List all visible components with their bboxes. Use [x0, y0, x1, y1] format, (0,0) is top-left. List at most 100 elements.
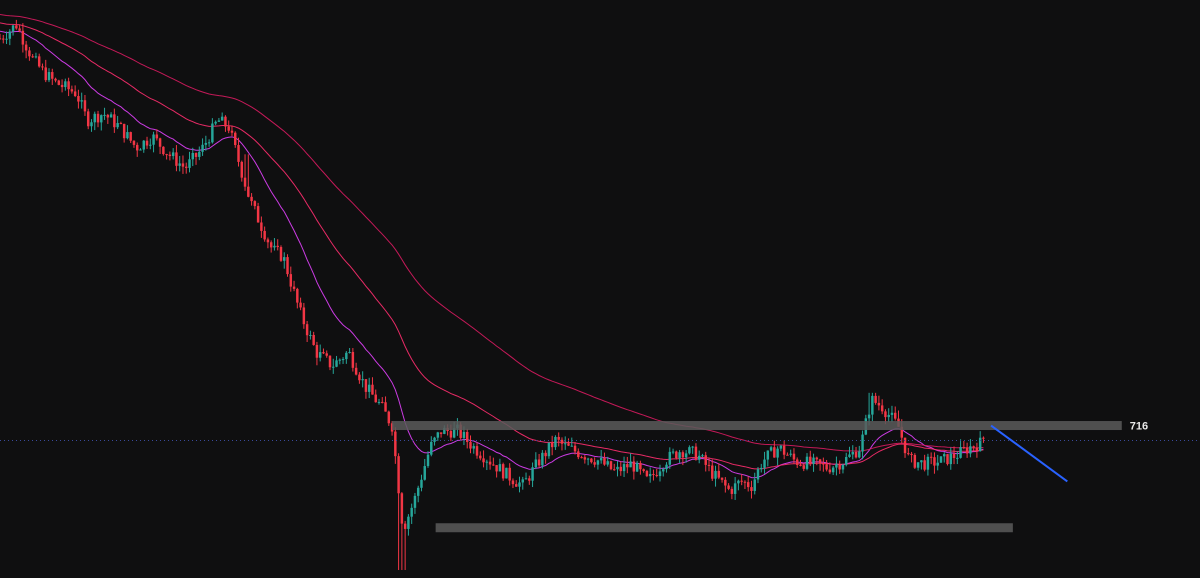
candle-body [31, 56, 34, 58]
candle-body [639, 463, 642, 470]
candle [269, 240, 273, 253]
candle [874, 392, 877, 405]
candle-body [848, 454, 851, 458]
candle [795, 457, 799, 468]
candle-body [273, 245, 276, 248]
price-zone[interactable] [392, 421, 1122, 431]
candle [521, 476, 524, 490]
candle [126, 125, 129, 140]
candle [198, 146, 201, 161]
candle-body [792, 453, 796, 460]
candle [691, 445, 694, 454]
candle-body [15, 25, 18, 29]
candle-body [67, 81, 70, 90]
candle-body [874, 395, 877, 403]
candle-body [743, 481, 747, 483]
candle-body [632, 461, 636, 472]
candle-body [691, 446, 694, 448]
candle-body [893, 412, 897, 419]
candle-body [57, 80, 61, 85]
candle [338, 358, 342, 365]
candle [403, 520, 407, 570]
candle-body [211, 123, 214, 143]
candle [315, 341, 319, 366]
candle-body [443, 427, 446, 434]
candle-body [18, 28, 21, 31]
candle-body [773, 447, 776, 458]
candle [400, 492, 404, 570]
candle [469, 435, 472, 454]
candle-body [635, 463, 639, 472]
trend-line[interactable] [990, 424, 1068, 483]
candle-body [665, 464, 668, 470]
candle [185, 162, 188, 174]
candle [501, 462, 505, 481]
candle [335, 355, 338, 368]
candle [789, 449, 792, 457]
candle [318, 344, 322, 362]
candle-body [198, 151, 201, 157]
candle-body [730, 488, 734, 494]
candle-body [586, 458, 590, 460]
candle-body [191, 152, 195, 160]
candle-body [789, 453, 792, 455]
candle [828, 462, 832, 475]
candle [44, 59, 47, 83]
candle [325, 350, 328, 358]
candle [753, 472, 756, 495]
candle-body [439, 432, 443, 434]
candle-body [247, 186, 250, 197]
candle [80, 92, 83, 109]
candle-body [266, 239, 270, 243]
candle [978, 431, 982, 452]
candle [910, 451, 913, 463]
candle-body [926, 456, 930, 470]
candle-body [475, 446, 479, 456]
candle-body [831, 467, 835, 473]
candle [632, 456, 636, 480]
candle [279, 245, 283, 262]
candle [671, 448, 675, 455]
candle-body [286, 257, 289, 275]
candle [374, 389, 377, 403]
candle [730, 486, 734, 500]
candle [717, 463, 721, 480]
annotations: 716 [0, 421, 1200, 483]
candle-body [799, 464, 802, 466]
candle [109, 112, 113, 118]
candle [132, 140, 136, 148]
candle [782, 440, 786, 460]
price-zone[interactable] [435, 523, 1013, 533]
candle [701, 453, 704, 458]
candle [645, 469, 649, 478]
candle [158, 137, 162, 154]
candle [714, 465, 717, 487]
candle [812, 453, 815, 472]
candle [893, 406, 897, 421]
candle [5, 31, 8, 45]
candle [956, 451, 959, 465]
candle [547, 442, 551, 459]
candle-body [292, 286, 296, 289]
candle-body [560, 439, 564, 444]
candle-body [573, 445, 577, 452]
support-resistance-zones[interactable] [392, 421, 1122, 533]
candle-body [959, 447, 962, 458]
candle [8, 29, 12, 46]
candle [498, 458, 502, 472]
candle [939, 456, 943, 463]
candle-body [34, 56, 38, 58]
candle-body [818, 459, 822, 464]
candle-body [469, 441, 472, 449]
candle-body [129, 132, 132, 141]
candle [73, 85, 77, 98]
candle [488, 455, 492, 470]
candle [495, 464, 498, 478]
candle-body [155, 134, 159, 139]
candle-body [753, 479, 756, 491]
candle-body [11, 25, 15, 32]
candle [684, 450, 688, 463]
candle-body [795, 459, 799, 465]
